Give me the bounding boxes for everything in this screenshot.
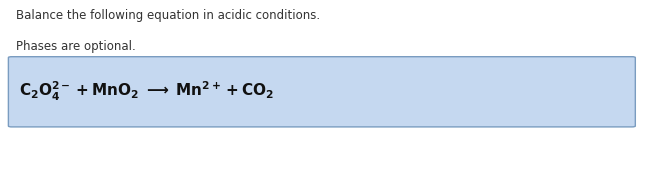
FancyBboxPatch shape [8,57,635,127]
Text: Balance the following equation in acidic conditions.: Balance the following equation in acidic… [16,9,321,22]
Text: Phases are optional.: Phases are optional. [16,40,136,53]
Text: $\mathbf{C_2O_4^{2-} + MnO_2 \ \longrightarrow \ Mn^{2+} + CO_2}$: $\mathbf{C_2O_4^{2-} + MnO_2 \ \longrigh… [19,80,275,103]
